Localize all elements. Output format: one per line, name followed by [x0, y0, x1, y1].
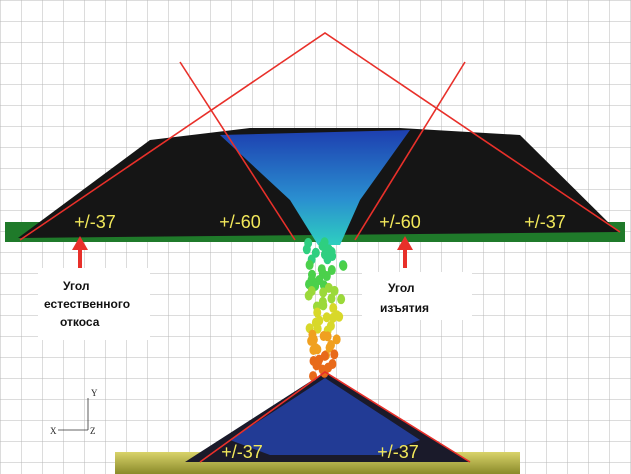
particle: [319, 287, 327, 297]
particle: [303, 244, 311, 254]
particle: [305, 291, 313, 301]
callout-text: изъятия: [380, 301, 429, 315]
axis-label: X: [50, 426, 57, 436]
particle: [306, 260, 314, 270]
figure: +/-37 +/-60 +/-60 +/-37 +/-37 +/-37 Угол…: [0, 0, 631, 474]
particle: [339, 261, 347, 271]
callout-text: Угол: [388, 281, 415, 295]
axis-label: Y: [91, 388, 98, 398]
angle-label: +/-37: [74, 212, 116, 232]
particle: [323, 312, 331, 322]
particle: [337, 294, 345, 304]
particle: [323, 271, 331, 281]
particle: [309, 345, 317, 355]
axis-label: Z: [90, 426, 96, 436]
angle-label: +/-37: [377, 442, 419, 462]
callout-text: откоса: [60, 315, 100, 329]
particle: [330, 349, 338, 359]
angle-label: +/-60: [219, 212, 261, 232]
callout-text: Угол: [63, 279, 90, 293]
particle: [324, 254, 332, 264]
callout-text: естественного: [44, 297, 130, 311]
particle: [324, 331, 332, 341]
particle: [327, 294, 335, 304]
angle-label: +/-60: [379, 212, 421, 232]
particle: [309, 371, 317, 381]
angle-label: +/-37: [524, 212, 566, 232]
angle-label: +/-37: [221, 442, 263, 462]
